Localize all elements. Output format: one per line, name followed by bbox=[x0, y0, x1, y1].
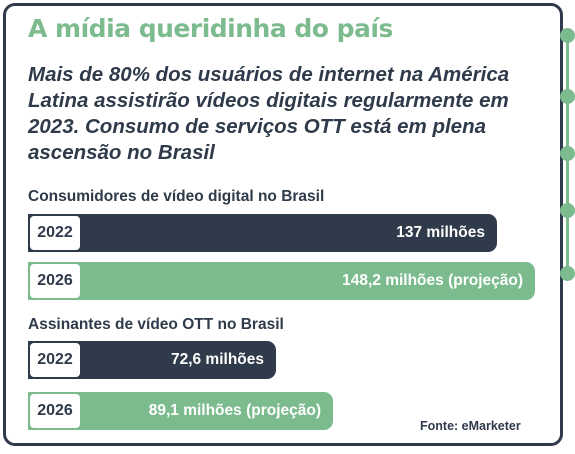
timeline-dot bbox=[560, 266, 575, 281]
timeline-dot bbox=[560, 146, 575, 161]
data-label: 137 milhões bbox=[396, 224, 485, 241]
year-label: 2022 bbox=[28, 214, 82, 252]
year-label: 2022 bbox=[28, 341, 82, 379]
chart-2-title: Assinantes de vídeo OTT no Brasil bbox=[28, 316, 284, 333]
page-subtitle: Mais de 80% dos usuários de internet na … bbox=[28, 63, 510, 164]
bar-row: 2022 72,6 milhões bbox=[28, 341, 276, 379]
bar-row: 2026 148,2 milhões (projeção) bbox=[28, 262, 535, 300]
timeline-dot bbox=[560, 28, 575, 43]
year-label: 2026 bbox=[28, 392, 82, 430]
timeline-decoration bbox=[560, 28, 575, 288]
bar bbox=[28, 214, 497, 252]
bar-row: 2026 89,1 milhões (projeção) bbox=[28, 392, 333, 430]
timeline-dot bbox=[560, 89, 575, 104]
source-note: Fonte: eMarketer bbox=[420, 419, 521, 433]
timeline-dot bbox=[560, 203, 575, 218]
bar bbox=[28, 262, 535, 300]
data-label: 89,1 milhões (projeção) bbox=[148, 402, 321, 419]
bar-row: 2022 137 milhões bbox=[28, 214, 497, 252]
year-label: 2026 bbox=[28, 262, 82, 300]
page-title: A mídia queridinha do país bbox=[28, 14, 393, 43]
chart-1-title: Consumidores de vídeo digital no Brasil bbox=[28, 188, 325, 205]
data-label: 148,2 milhões (projeção) bbox=[342, 272, 523, 289]
data-label: 72,6 milhões bbox=[170, 351, 264, 368]
